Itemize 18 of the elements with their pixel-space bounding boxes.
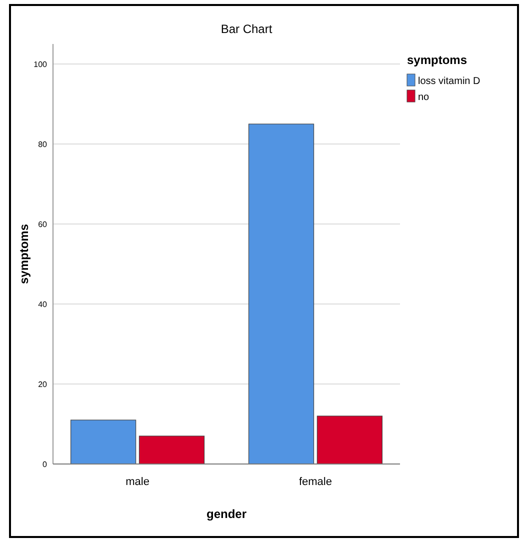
- y-tick-label: 100: [34, 60, 48, 69]
- y-axis-title: symptoms: [17, 224, 31, 284]
- x-tick-label: male: [126, 476, 150, 488]
- bar: [70, 420, 136, 464]
- y-tick-label: 20: [38, 380, 48, 389]
- chart-title: Bar Chart: [220, 22, 273, 36]
- x-axis-title: gender: [206, 507, 247, 521]
- legend-label: loss vitamin D: [418, 76, 480, 87]
- y-tick-label: 0: [42, 460, 48, 469]
- legend-title: symptoms: [407, 53, 468, 67]
- bar: [248, 124, 314, 464]
- y-tick-label: 60: [38, 220, 48, 229]
- x-tick-label: female: [298, 476, 332, 488]
- y-tick-label: 80: [38, 140, 48, 149]
- y-tick-label: 40: [38, 300, 48, 309]
- legend-label: no: [418, 92, 430, 103]
- bar: [316, 416, 383, 464]
- bar: [138, 436, 205, 464]
